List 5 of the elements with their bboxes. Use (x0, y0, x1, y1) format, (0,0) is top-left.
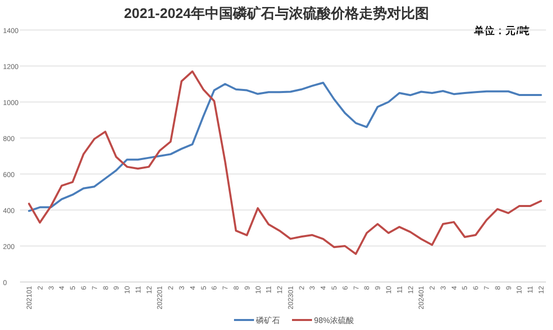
chart-title: 2021-2024年中国磷矿石与浓硫酸价格走势对比图 (124, 5, 429, 21)
line-series (28, 82, 542, 212)
line-series (28, 70, 542, 255)
legend-label: 98%浓硫酸 (314, 316, 354, 325)
legend-label: 磷矿石 (255, 316, 280, 325)
